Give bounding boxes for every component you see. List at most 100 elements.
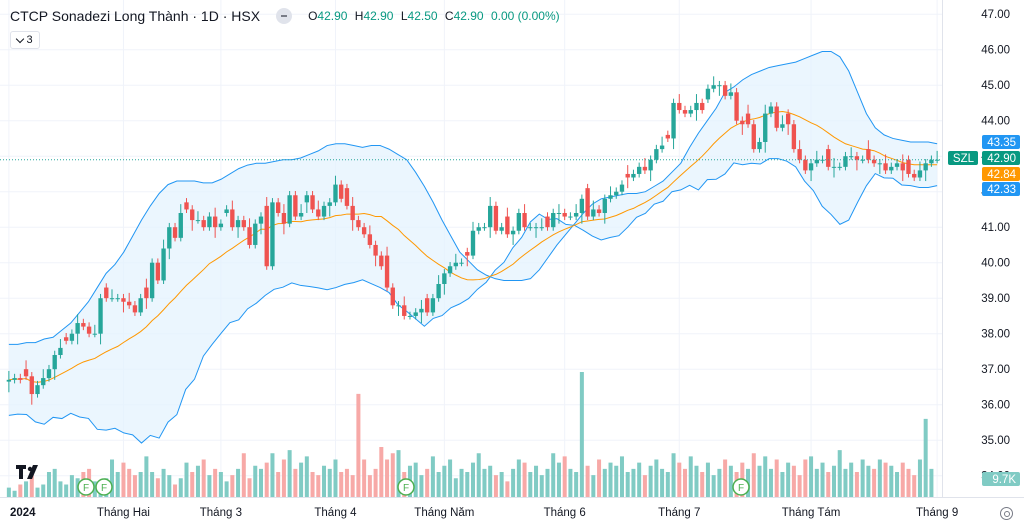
candle-body bbox=[344, 188, 350, 206]
candle-body bbox=[419, 308, 424, 313]
candle-body bbox=[889, 166, 894, 171]
candle-body bbox=[757, 142, 762, 150]
time-axis[interactable]: 2024 Tháng Hai Tháng 3 Tháng 4 Tháng Năm Thán… bbox=[0, 497, 1024, 520]
candle-body bbox=[803, 159, 808, 171]
volume-bar bbox=[299, 462, 304, 497]
volume-bar bbox=[768, 468, 773, 497]
volume-bar bbox=[150, 472, 155, 497]
volume-bar bbox=[379, 447, 384, 497]
candle-body bbox=[705, 88, 711, 100]
volume-bar bbox=[173, 484, 178, 497]
candle-body bbox=[195, 220, 201, 222]
settings-gear-icon[interactable] bbox=[1000, 507, 1013, 520]
volume-bar bbox=[831, 465, 836, 497]
candle-body bbox=[493, 205, 499, 231]
candle-body bbox=[253, 223, 258, 245]
volume-bar bbox=[396, 450, 401, 497]
volume-bar bbox=[419, 475, 424, 497]
volume-bar bbox=[728, 465, 733, 497]
volume-bar bbox=[774, 459, 779, 497]
volume-bar bbox=[814, 468, 819, 497]
candle-body bbox=[424, 298, 430, 313]
candle-body bbox=[144, 287, 149, 299]
bollinger-upper-line bbox=[8, 50, 938, 345]
volume-bar bbox=[631, 468, 636, 497]
volume-bar bbox=[528, 472, 533, 497]
volume-bar bbox=[69, 475, 74, 497]
close-label: C bbox=[444, 9, 454, 23]
volume-bar bbox=[883, 462, 888, 497]
price-tick-label: 38.00 bbox=[981, 329, 1010, 341]
candle-body bbox=[608, 195, 613, 199]
chart-title[interactable]: CTCP Sonadezi Long Thành · 1D · HSX bbox=[10, 8, 261, 24]
volume-bar bbox=[276, 472, 281, 497]
candle-body bbox=[350, 205, 355, 221]
volume-bar bbox=[591, 475, 596, 497]
price-tick-label: 40.00 bbox=[981, 258, 1010, 270]
event-marker bbox=[95, 478, 113, 496]
event-marker bbox=[77, 478, 95, 496]
volume-bar bbox=[585, 465, 590, 497]
candle-body bbox=[562, 213, 567, 217]
tradingview-logo-icon[interactable] bbox=[16, 464, 42, 480]
candle-body bbox=[774, 106, 779, 128]
candle-body bbox=[379, 255, 384, 267]
volume-bar bbox=[906, 468, 911, 497]
volume-bar bbox=[29, 475, 34, 497]
upper-band-tag: 43.35 bbox=[987, 137, 1016, 149]
volume-bar bbox=[184, 462, 189, 497]
lower-band-tag-bg bbox=[982, 182, 1020, 196]
candle-body bbox=[161, 248, 166, 281]
price-tick-label: 41.00 bbox=[981, 222, 1010, 234]
candle-body bbox=[98, 298, 103, 334]
volume-bar bbox=[493, 475, 498, 497]
candle-body bbox=[276, 202, 281, 213]
visibility-toggle-icon[interactable] bbox=[276, 8, 293, 24]
volume-bar bbox=[516, 459, 521, 497]
candle-body bbox=[356, 220, 361, 228]
candle-body bbox=[814, 159, 819, 164]
candle-body bbox=[413, 312, 418, 316]
volume-bar bbox=[52, 468, 57, 497]
legend-row: CTCP Sonadezi Long Thành · 1D · HSX O42.… bbox=[10, 8, 560, 24]
indicators-toggle-button[interactable]: 3 bbox=[10, 31, 40, 49]
candle-body bbox=[482, 227, 487, 229]
candle-body bbox=[333, 184, 338, 203]
candle-body bbox=[877, 163, 883, 165]
candle-body bbox=[430, 298, 436, 313]
volume-bar bbox=[545, 468, 550, 497]
candle-body bbox=[751, 124, 756, 150]
symbol-tag-bg bbox=[948, 151, 978, 165]
candle-body bbox=[797, 149, 802, 160]
candle-body bbox=[184, 202, 189, 210]
time-tick-label: Tháng 9 bbox=[916, 507, 958, 519]
candle-body bbox=[155, 262, 161, 281]
indicator-count: 3 bbox=[26, 34, 33, 46]
volume-bar bbox=[711, 475, 716, 497]
volume-bar bbox=[167, 475, 172, 497]
volume-bar bbox=[872, 468, 877, 497]
candle-body bbox=[218, 223, 224, 228]
volume-bar bbox=[677, 462, 682, 497]
candle-body bbox=[58, 347, 63, 355]
volume-bar bbox=[854, 472, 859, 497]
volume-bar bbox=[511, 468, 516, 497]
candle-body bbox=[533, 227, 539, 229]
volume-bar bbox=[190, 472, 195, 497]
volume-bar bbox=[803, 459, 808, 497]
candle-body bbox=[551, 213, 556, 228]
high-label: H bbox=[354, 9, 364, 23]
candle-body bbox=[923, 163, 928, 171]
volume-bar bbox=[912, 475, 917, 497]
volume-bar bbox=[161, 468, 166, 497]
volume-bar bbox=[534, 465, 539, 497]
candle-body bbox=[201, 220, 206, 228]
volume-bar bbox=[683, 468, 688, 497]
price-tick-label: 44.00 bbox=[981, 116, 1010, 128]
candle-body bbox=[556, 213, 562, 214]
candle-body bbox=[361, 227, 367, 235]
price-axis[interactable]: 47.0046.0045.0044.0043.0042.0041.0040.00… bbox=[942, 0, 1024, 527]
price-tags: 43.35 SZL 42.90 42.84 42.33 9.7K bbox=[948, 135, 1020, 486]
volume-tag: 9.7K bbox=[992, 474, 1016, 486]
